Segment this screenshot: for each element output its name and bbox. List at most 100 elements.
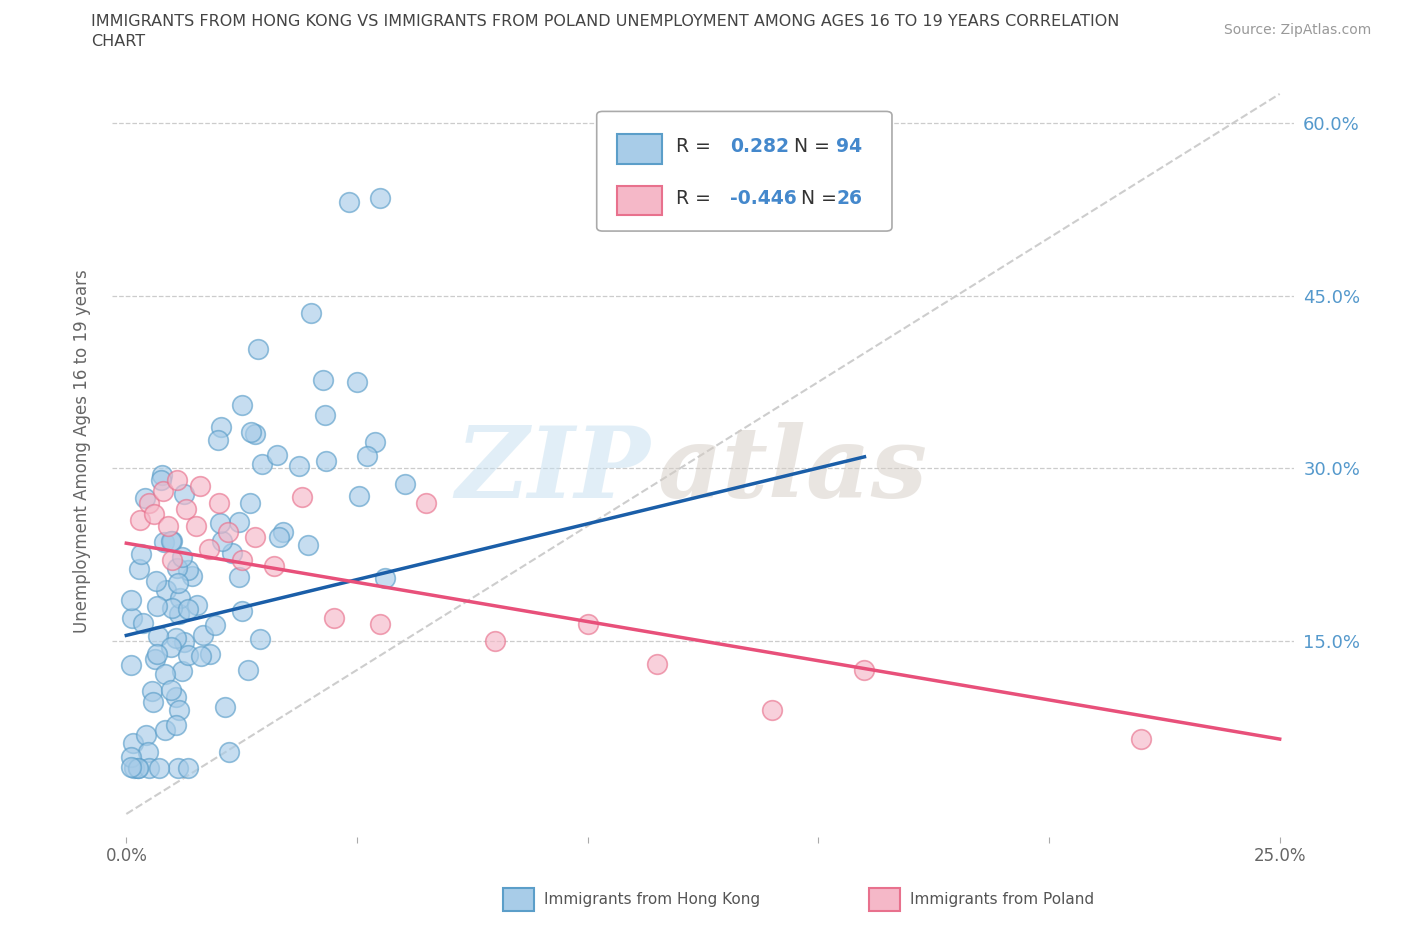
Point	[127, 761, 149, 776]
Point	[364, 434, 387, 449]
Point	[129, 512, 152, 527]
Point	[131, 546, 153, 561]
Text: Immigrants from Poland: Immigrants from Poland	[910, 892, 1094, 907]
Point	[231, 604, 253, 618]
Point	[165, 718, 187, 733]
Point	[208, 515, 231, 530]
Point	[145, 574, 167, 589]
Point	[228, 514, 250, 529]
Point	[211, 534, 233, 549]
Point	[135, 727, 157, 742]
Point	[269, 530, 291, 545]
Point	[148, 761, 170, 776]
Point	[207, 496, 229, 511]
Point	[169, 703, 191, 718]
Point	[155, 582, 177, 597]
Point	[181, 568, 204, 583]
Point	[138, 496, 160, 511]
Point	[141, 684, 163, 698]
FancyBboxPatch shape	[596, 112, 891, 231]
Point	[176, 760, 198, 775]
Point	[297, 538, 319, 552]
Point	[127, 761, 149, 776]
Point	[186, 598, 208, 613]
Point	[121, 610, 143, 625]
Text: IMMIGRANTS FROM HONG KONG VS IMMIGRANTS FROM POLAND UNEMPLOYMENT AMONG AGES 16 T: IMMIGRANTS FROM HONG KONG VS IMMIGRANTS …	[91, 14, 1119, 29]
Point	[173, 635, 195, 650]
Point	[128, 561, 150, 576]
Point	[120, 750, 142, 764]
Point	[152, 468, 174, 483]
Point	[209, 419, 232, 434]
Point	[138, 761, 160, 776]
Point	[322, 611, 346, 626]
Point	[231, 553, 253, 568]
FancyBboxPatch shape	[617, 134, 662, 164]
Text: 0.282: 0.282	[730, 137, 789, 156]
Point	[271, 525, 294, 539]
Point	[288, 458, 311, 473]
Point	[231, 397, 253, 412]
Text: CHART: CHART	[91, 34, 145, 49]
Point	[146, 629, 169, 644]
Text: 94: 94	[837, 137, 863, 156]
Point	[167, 761, 190, 776]
Point	[245, 426, 267, 441]
Point	[162, 601, 184, 616]
Y-axis label: Unemployment Among Ages 16 to 19 years: Unemployment Among Ages 16 to 19 years	[73, 269, 91, 633]
Point	[134, 491, 156, 506]
Point	[291, 490, 314, 505]
Point	[120, 760, 142, 775]
Point	[250, 457, 273, 472]
Point	[143, 507, 166, 522]
Point	[120, 658, 142, 672]
Point	[153, 534, 176, 549]
Point	[394, 476, 416, 491]
Point	[266, 448, 288, 463]
Point	[374, 571, 396, 586]
Point	[315, 454, 337, 469]
Point	[217, 525, 239, 539]
Point	[198, 541, 221, 556]
Point	[170, 549, 193, 564]
Point	[214, 699, 236, 714]
Point	[124, 761, 146, 776]
Text: R =: R =	[676, 189, 717, 207]
Point	[159, 639, 181, 654]
Point	[152, 484, 174, 498]
Point	[576, 617, 599, 631]
Point	[204, 618, 226, 632]
Point	[184, 519, 207, 534]
Point	[347, 488, 370, 503]
Point	[312, 372, 335, 387]
Point	[177, 563, 200, 578]
Text: Immigrants from Hong Kong: Immigrants from Hong Kong	[544, 892, 761, 907]
Point	[249, 631, 271, 646]
Point	[761, 703, 783, 718]
Point	[263, 559, 285, 574]
Point	[165, 631, 187, 645]
Point	[160, 534, 183, 549]
Point	[132, 616, 155, 631]
Text: N =: N =	[782, 137, 837, 156]
Text: ZIP: ZIP	[456, 422, 650, 519]
Point	[198, 646, 221, 661]
Point	[153, 723, 176, 737]
Point	[166, 576, 188, 591]
Text: 26: 26	[837, 189, 862, 207]
Point	[153, 667, 176, 682]
Point	[484, 633, 506, 648]
Point	[146, 598, 169, 613]
Point	[188, 478, 211, 493]
Point	[191, 628, 214, 643]
Point	[174, 501, 197, 516]
Point	[368, 190, 391, 205]
Point	[190, 648, 212, 663]
Point	[247, 341, 270, 356]
Point	[853, 662, 876, 677]
Point	[159, 534, 181, 549]
Point	[172, 663, 194, 678]
Point	[166, 472, 188, 487]
Point	[165, 689, 187, 704]
Point	[156, 519, 179, 534]
